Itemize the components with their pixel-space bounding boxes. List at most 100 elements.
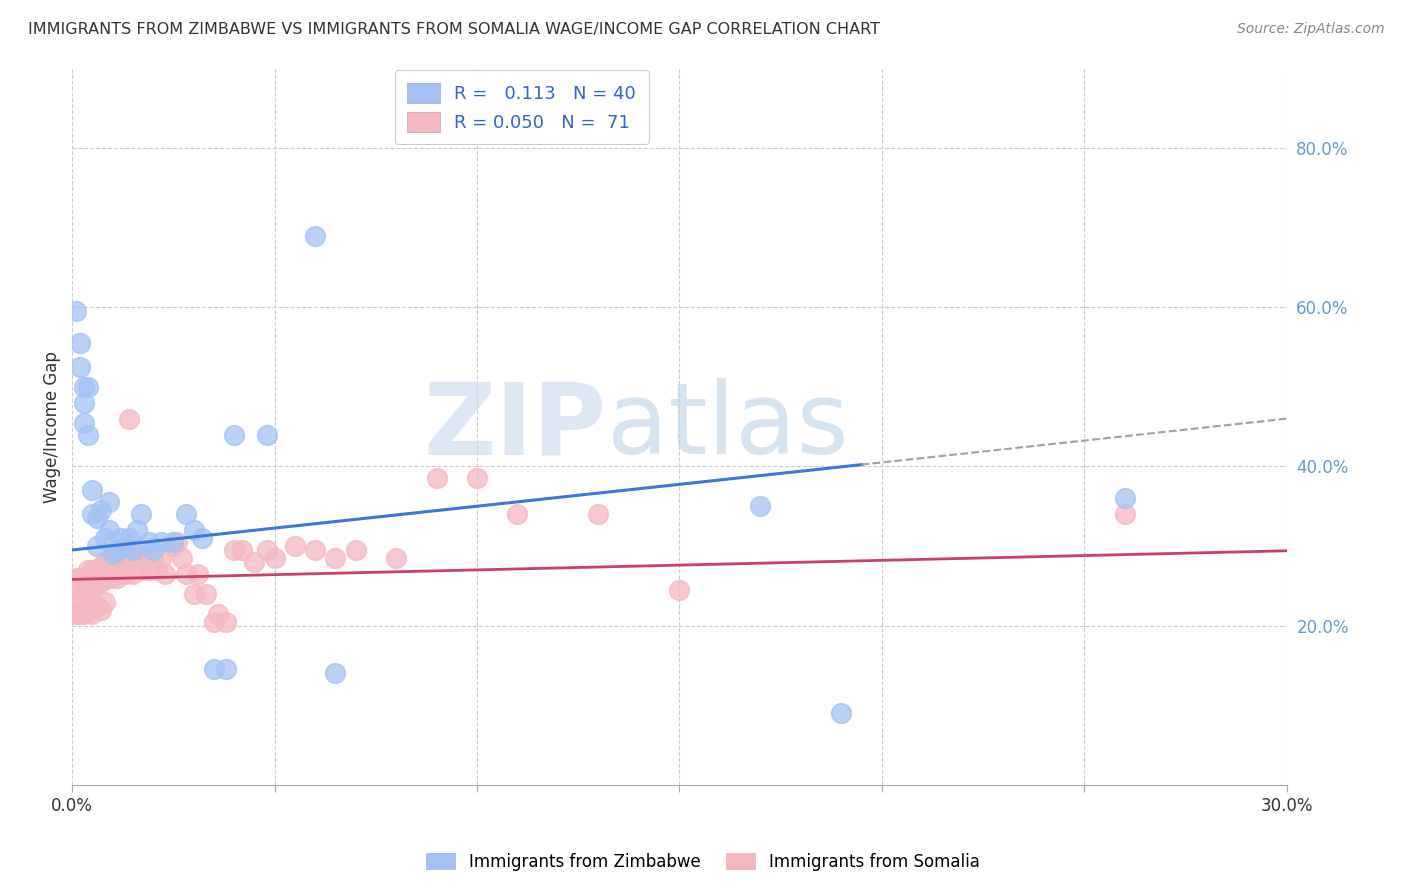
Point	[101, 566, 124, 581]
Point	[749, 500, 772, 514]
Point	[114, 539, 136, 553]
Point	[830, 706, 852, 720]
Point	[65, 571, 87, 585]
Point	[183, 523, 205, 537]
Point	[105, 551, 128, 566]
Point	[187, 566, 209, 581]
Point	[65, 607, 87, 621]
Point	[231, 543, 253, 558]
Point	[97, 555, 120, 569]
Point	[215, 615, 238, 629]
Point	[155, 566, 177, 581]
Point	[183, 587, 205, 601]
Point	[90, 558, 112, 573]
Point	[194, 587, 217, 601]
Point	[86, 563, 108, 577]
Point	[207, 607, 229, 621]
Point	[90, 602, 112, 616]
Point	[170, 551, 193, 566]
Point	[284, 539, 307, 553]
Text: Source: ZipAtlas.com: Source: ZipAtlas.com	[1237, 22, 1385, 37]
Point	[93, 531, 115, 545]
Point	[69, 571, 91, 585]
Point	[65, 304, 87, 318]
Point	[86, 599, 108, 613]
Point	[129, 563, 152, 577]
Point	[668, 582, 690, 597]
Point	[77, 427, 100, 442]
Point	[73, 380, 96, 394]
Point	[77, 582, 100, 597]
Point	[101, 547, 124, 561]
Point	[125, 523, 148, 537]
Point	[425, 471, 447, 485]
Point	[86, 574, 108, 589]
Point	[174, 566, 197, 581]
Point	[114, 551, 136, 566]
Point	[304, 543, 326, 558]
Point	[162, 535, 184, 549]
Point	[93, 595, 115, 609]
Point	[142, 543, 165, 558]
Point	[150, 535, 173, 549]
Point	[93, 571, 115, 585]
Point	[77, 602, 100, 616]
Point	[134, 551, 156, 566]
Point	[73, 607, 96, 621]
Point	[69, 591, 91, 605]
Point	[263, 551, 285, 566]
Point	[215, 662, 238, 676]
Point	[138, 563, 160, 577]
Point	[256, 543, 278, 558]
Point	[385, 551, 408, 566]
Point	[69, 336, 91, 351]
Point	[118, 411, 141, 425]
Point	[110, 555, 132, 569]
Point	[224, 427, 246, 442]
Point	[73, 396, 96, 410]
Point	[82, 563, 104, 577]
Point	[90, 574, 112, 589]
Legend: R =   0.113   N = 40, R = 0.050   N =  71: R = 0.113 N = 40, R = 0.050 N = 71	[395, 70, 648, 145]
Point	[65, 591, 87, 605]
Point	[114, 566, 136, 581]
Point	[122, 543, 145, 558]
Point	[73, 571, 96, 585]
Point	[69, 607, 91, 621]
Point	[101, 551, 124, 566]
Point	[465, 471, 488, 485]
Point	[97, 495, 120, 509]
Point	[110, 566, 132, 581]
Point	[118, 531, 141, 545]
Point	[146, 563, 169, 577]
Point	[82, 483, 104, 498]
Point	[174, 507, 197, 521]
Point	[129, 507, 152, 521]
Point	[150, 551, 173, 566]
Point	[77, 563, 100, 577]
Point	[122, 551, 145, 566]
Point	[224, 543, 246, 558]
Point	[105, 571, 128, 585]
Text: IMMIGRANTS FROM ZIMBABWE VS IMMIGRANTS FROM SOMALIA WAGE/INCOME GAP CORRELATION : IMMIGRANTS FROM ZIMBABWE VS IMMIGRANTS F…	[28, 22, 880, 37]
Point	[1114, 507, 1136, 521]
Point	[90, 503, 112, 517]
Point	[97, 571, 120, 585]
Point	[73, 416, 96, 430]
Point	[110, 531, 132, 545]
Point	[77, 380, 100, 394]
Point	[325, 551, 347, 566]
Point	[243, 555, 266, 569]
Point	[304, 228, 326, 243]
Legend: Immigrants from Zimbabwe, Immigrants from Somalia: Immigrants from Zimbabwe, Immigrants fro…	[418, 845, 988, 880]
Point	[105, 543, 128, 558]
Point	[506, 507, 529, 521]
Point	[202, 662, 225, 676]
Point	[256, 427, 278, 442]
Point	[191, 531, 214, 545]
Point	[166, 535, 188, 549]
Text: atlas: atlas	[606, 378, 848, 475]
Point	[125, 547, 148, 561]
Point	[344, 543, 367, 558]
Point	[86, 511, 108, 525]
